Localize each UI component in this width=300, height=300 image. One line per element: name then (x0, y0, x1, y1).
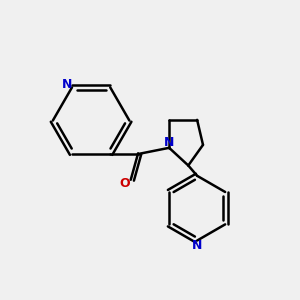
Text: O: O (120, 177, 130, 190)
Text: N: N (164, 136, 174, 149)
Text: N: N (192, 239, 202, 252)
Text: N: N (61, 78, 72, 91)
